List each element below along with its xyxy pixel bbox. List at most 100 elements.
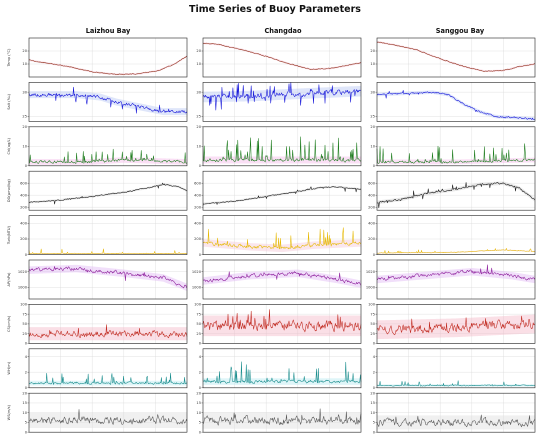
series-line-chl-ug-l-laizhou-bay — [28, 148, 188, 164]
ytick-label: 0 — [373, 386, 376, 390]
panel-frame — [202, 170, 362, 211]
ytick-label: 600 — [194, 181, 202, 185]
ylabel-turb-ntu: Turb(NTU) — [7, 226, 11, 246]
ytick-label: 20 — [22, 391, 27, 395]
panel-turb-ntu-sanggou-bay: 0 200 400 — [368, 215, 536, 257]
uncertainty-band-cs-cm-s-sanggou-bay — [377, 314, 535, 340]
panel-frame — [202, 259, 362, 300]
ytick-label: 0 — [199, 342, 202, 346]
ytick-label: 1020 — [366, 270, 376, 274]
ylabel-do-mol-kg: DO(μmol/kg) — [7, 179, 11, 203]
ytick-label: 0 — [25, 342, 28, 346]
ytick-label: 100 — [194, 303, 202, 307]
ytick-label: 25 — [370, 115, 375, 119]
ytick-label: 10 — [22, 145, 27, 149]
ytick-label: 15 — [196, 401, 201, 405]
ytick-label: 10 — [370, 145, 375, 149]
panel-cs-cm-s-laizhou-bay: 0 25 50 75 100 — [20, 303, 188, 346]
ytick-label: 75 — [370, 312, 375, 316]
ylabel-chl-ug-l: Chl(ug/L) — [7, 138, 11, 155]
panel-wh-m-changdao: 0 2 4 — [199, 348, 362, 390]
ytick-label: 20 — [22, 125, 27, 129]
ytick-label: 10 — [196, 62, 201, 66]
ytick-label: 0 — [199, 386, 202, 390]
ytick-label: 0 — [373, 430, 376, 434]
uncertainty-band-ap-hpa-sanggou-bay — [377, 267, 535, 284]
ylabel-ap-hpa: AP(hPa) — [7, 272, 11, 287]
panel-wh-m-laizhou-bay: 0 2 4 — [25, 348, 188, 390]
series-line-turb-ntu-laizhou-bay — [28, 248, 188, 255]
panel-frame — [376, 37, 536, 78]
ytick-label: 2 — [25, 370, 27, 374]
series-line-ws-m-s-laizhou-bay — [29, 409, 188, 425]
ytick-label: 20 — [196, 391, 201, 395]
column-title-sanggou-bay: Sanggou Bay — [436, 27, 485, 35]
series-line-cs-cm-s-laizhou-bay — [28, 324, 188, 339]
uncertainty-band-wh-m-changdao — [203, 378, 361, 385]
ytick-label: 25 — [22, 115, 27, 119]
panel-frame — [376, 215, 536, 255]
panel-frame — [376, 348, 536, 389]
ytick-label: 0 — [373, 164, 376, 168]
panel-cs-cm-s-sanggou-bay: 0 25 50 75 100 — [368, 303, 536, 346]
series-line-chl-ug-l-changdao — [202, 136, 362, 163]
panel-frame — [28, 126, 188, 167]
series-line-turb-ntu-changdao — [202, 227, 362, 250]
ytick-label: 75 — [22, 312, 27, 316]
ytick-label: 400 — [20, 193, 28, 197]
panel-frame — [28, 170, 188, 211]
ylabel-ws-m-s: WS(m/s) — [7, 404, 11, 420]
series-line-cs-cm-s-sanggou-bay — [376, 315, 536, 336]
panel-frame — [28, 304, 188, 344]
panel-frame — [376, 259, 536, 300]
series-line-cs-cm-s-changdao — [202, 309, 362, 333]
ytick-label: 0 — [199, 430, 202, 434]
panel-chl-ug-l-changdao: 0 10 20 — [196, 125, 362, 168]
series-line-turb-ntu-sanggou-bay — [376, 248, 536, 254]
ytick-label: 0 — [25, 164, 28, 168]
panel-frame — [28, 82, 188, 122]
ytick-label: 50 — [370, 322, 375, 326]
ytick-label: 200 — [368, 205, 376, 209]
panel-frame — [376, 126, 536, 167]
ylabel-temp-c: Temp (°C) — [7, 48, 11, 67]
series-line-temp-c-changdao — [202, 42, 362, 70]
panel-ws-m-s-sanggou-bay: 0 5 10 15 20 — [370, 391, 536, 434]
ytick-label: 1000 — [366, 286, 376, 290]
ytick-label: 100 — [20, 303, 28, 307]
series-line-salt-changdao — [202, 82, 362, 111]
series-line-salt-laizhou-bay — [28, 86, 188, 114]
ytick-label: 0 — [373, 253, 376, 257]
ytick-label: 50 — [196, 322, 201, 326]
series-line-temp-c-sanggou-bay — [376, 41, 536, 72]
uncertainty-band-do-mol-kg-changdao — [203, 185, 361, 205]
ytick-label: 10 — [370, 62, 375, 66]
panel-do-mol-kg-changdao: 200 400 600 — [194, 170, 362, 211]
column-title-laizhou-bay: Laizhou Bay — [86, 27, 131, 35]
ytick-label: 400 — [368, 222, 376, 226]
ytick-label: 30 — [370, 90, 375, 94]
series-line-ap-hpa-changdao — [202, 271, 362, 286]
ytick-label: 2 — [199, 370, 201, 374]
ytick-label: 15 — [22, 401, 27, 405]
ytick-label: 25 — [22, 332, 27, 336]
ytick-label: 20 — [196, 125, 201, 129]
ytick-label: 0 — [25, 253, 28, 257]
ytick-label: 15 — [370, 401, 375, 405]
ytick-label: 2 — [373, 370, 375, 374]
panel-frame — [376, 392, 536, 433]
ytick-label: 75 — [196, 312, 201, 316]
panel-frame — [202, 215, 362, 255]
ytick-label: 400 — [194, 222, 202, 226]
panel-frame — [376, 170, 536, 211]
panel-do-mol-kg-sanggou-bay: 200 400 600 — [368, 170, 536, 211]
uncertainty-band-turb-ntu-changdao — [203, 239, 361, 253]
ytick-label: 20 — [196, 49, 201, 53]
ytick-label: 1000 — [18, 286, 28, 290]
uncertainty-band-wh-m-sanggou-bay — [377, 384, 535, 387]
column-title-changdao: Changdao — [264, 27, 302, 35]
panel-cs-cm-s-changdao: 0 25 50 75 100 — [194, 303, 362, 346]
panel-salt-laizhou-bay: 25 30 — [22, 82, 188, 122]
uncertainty-band-do-mol-kg-laizhou-bay — [29, 183, 187, 204]
